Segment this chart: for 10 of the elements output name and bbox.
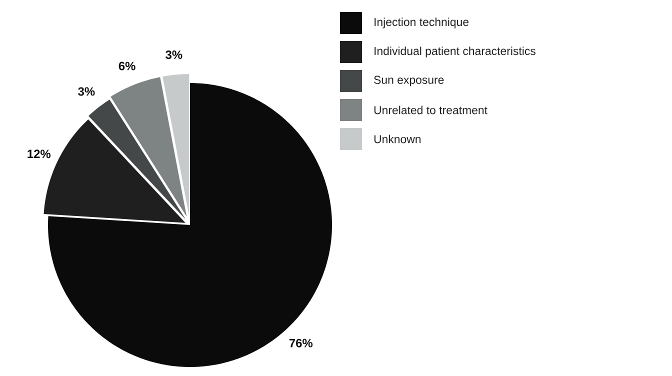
data-label: 6%: [118, 62, 136, 70]
legend-label: Unrelated to treatment: [374, 106, 488, 114]
legend-label: Sun exposure: [374, 76, 444, 86]
legend-label: Unknown: [374, 134, 421, 144]
data-label: 3%: [166, 50, 182, 60]
data-label: 3%: [78, 87, 95, 96]
legend-label: Injection technique: [374, 18, 469, 28]
legend-label: Individual patient characteristics: [374, 46, 536, 58]
data-label: 12%: [28, 150, 51, 158]
data-label: 76%: [289, 338, 313, 348]
